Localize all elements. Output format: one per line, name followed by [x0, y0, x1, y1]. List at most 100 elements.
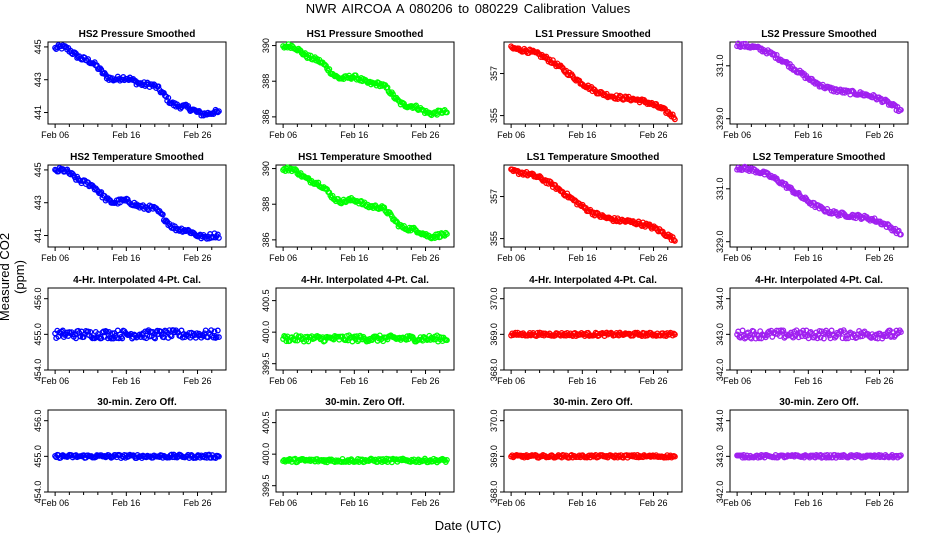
data-point: [215, 334, 222, 341]
data-point: [775, 179, 782, 186]
y-tick-label: 455.0: [33, 445, 43, 468]
y-tick-label: 454.0: [33, 481, 43, 504]
y-tick-label: 386: [261, 109, 271, 124]
x-tick-label: Feb 26: [866, 130, 894, 140]
x-tick-label: Feb 16: [794, 253, 822, 263]
panel-ls2-2: 4-Hr. Interpolated 4-Pt. Cal. 342.0 343.0 3…: [715, 275, 909, 386]
plot-frame: [503, 41, 683, 125]
x-axis-label: Date (UTC): [434, 518, 502, 533]
data-point: [281, 333, 288, 339]
data-point: [842, 335, 849, 342]
data-points: [280, 332, 450, 345]
data-points: [734, 163, 904, 238]
panel-title: HS1 Temperature Smoothed: [298, 152, 432, 163]
x-tick-label: Feb 26: [866, 498, 894, 508]
data-point: [413, 102, 420, 109]
x-tick-label: Feb 26: [412, 376, 440, 386]
data-points: [280, 41, 450, 119]
x-tick-label: Feb 06: [41, 253, 69, 263]
panel-ls1-3: 30-min. Zero Off. 368.0 369.0 370.0 Feb 06 Fe…: [489, 397, 683, 508]
y-tick-label: 342.0: [715, 359, 725, 382]
data-point: [326, 189, 333, 196]
plot-frame: [729, 287, 909, 371]
data-point: [839, 335, 846, 342]
data-points: [508, 329, 678, 340]
x-tick-label: Feb 16: [112, 376, 140, 386]
panel-ls1-0: LS1 Pressure Smoothed 355 357 Feb 06 Feb 16 F…: [489, 29, 683, 140]
data-point: [58, 328, 65, 335]
y-tick-label: 357: [489, 66, 499, 81]
panel-ls1-1: LS1 Temperature Smoothed 355 357 Feb 06 Feb …: [489, 152, 683, 263]
data-point: [323, 62, 329, 69]
data-point: [671, 116, 678, 123]
data-point: [155, 83, 162, 90]
data-point: [165, 94, 172, 101]
x-tick-label: Feb 16: [112, 498, 140, 508]
x-tick-label: Feb 16: [340, 376, 368, 386]
data-point: [357, 456, 364, 463]
x-tick-label: Feb 06: [41, 376, 69, 386]
panel-title: 30-min. Zero Off.: [553, 397, 633, 408]
data-point: [739, 454, 746, 461]
x-tick-label: Feb 16: [112, 130, 140, 140]
data-point: [780, 327, 787, 334]
figure-title: NWR AIRCOA A 080206 to 080229 Calibratio…: [305, 1, 631, 16]
data-point: [119, 335, 126, 342]
data-point: [152, 335, 159, 342]
x-tick-label: Feb 26: [640, 130, 668, 140]
x-tick-label: Feb 16: [568, 130, 596, 140]
data-point: [163, 328, 170, 335]
data-point: [214, 231, 221, 238]
data-point: [211, 328, 218, 335]
data-point: [381, 204, 388, 211]
data-point: [215, 234, 222, 241]
data-point: [142, 328, 149, 335]
data-points: [52, 165, 222, 242]
plot-frame: [275, 164, 455, 248]
y-tick-label: 368.0: [489, 359, 499, 382]
panel-hs2-2: 4-Hr. Interpolated 4-Pt. Cal. 454.0 455.0 4…: [33, 275, 227, 386]
data-point: [292, 166, 299, 173]
x-tick-label: Feb 06: [723, 376, 751, 386]
panel-hs1-2: 4-Hr. Interpolated 4-Pt. Cal. 399.5 400.0 4…: [261, 275, 455, 386]
x-tick-label: Feb 06: [497, 376, 525, 386]
x-tick-label: Feb 16: [340, 253, 368, 263]
data-point: [897, 329, 904, 336]
plot-frame: [275, 41, 455, 125]
data-point: [820, 335, 827, 342]
x-tick-label: Feb 26: [412, 498, 440, 508]
y-tick-label: 441: [33, 228, 43, 243]
data-point: [185, 102, 192, 109]
panel-hs1-0: HS1 Pressure Smoothed 386 388 390 Feb 06 Feb …: [261, 29, 455, 140]
data-point: [163, 217, 170, 224]
x-tick-label: Feb 06: [723, 130, 751, 140]
plot-frame: [503, 164, 683, 248]
y-tick-label: 388: [261, 74, 271, 89]
x-tick-label: Feb 06: [269, 376, 297, 386]
x-tick-label: Feb 16: [340, 130, 368, 140]
plot-frame: [47, 287, 227, 371]
y-tick-label: 370.0: [489, 287, 499, 310]
panel-ls1-2: 4-Hr. Interpolated 4-Pt. Cal. 368.0 369.0 3…: [489, 275, 683, 386]
y-tick-label: 400.0: [261, 443, 271, 466]
data-point: [213, 334, 220, 340]
y-tick-label: 344.0: [715, 409, 725, 432]
y-tick-label: 455.0: [33, 323, 43, 346]
y-tick-label: 443: [33, 195, 43, 210]
plot-frame: [729, 41, 909, 125]
x-tick-label: Feb 06: [497, 130, 525, 140]
y-tick-label: 390: [261, 161, 271, 176]
panel-title: 30-min. Zero Off.: [779, 397, 859, 408]
x-tick-label: Feb 26: [184, 498, 212, 508]
data-point: [292, 337, 299, 344]
y-tick-label: 400.5: [261, 289, 271, 312]
data-point: [640, 219, 646, 226]
data-point: [210, 334, 217, 341]
data-point: [71, 49, 78, 56]
y-tick-label: 456.0: [33, 287, 43, 310]
data-points: [734, 40, 904, 115]
plot-frame: [503, 409, 683, 493]
data-points: [508, 43, 678, 123]
x-tick-label: Feb 16: [568, 498, 596, 508]
panel-hs2-1: HS2 Temperature Smoothed 441 443 445 Feb 06 F…: [33, 152, 227, 263]
